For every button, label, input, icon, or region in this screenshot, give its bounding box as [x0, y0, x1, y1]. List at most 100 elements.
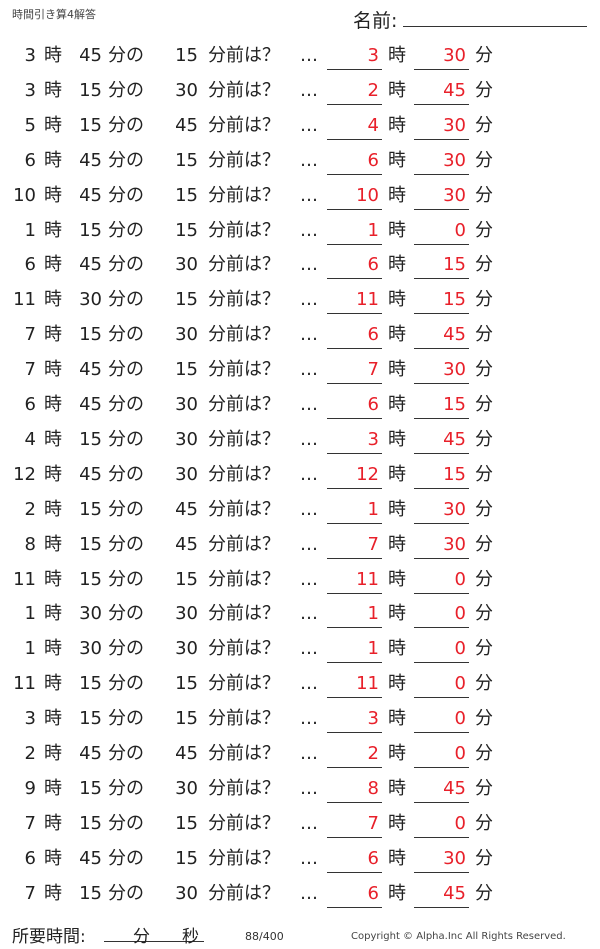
minutes-before-label: 分前は？: [208, 184, 280, 206]
problem-row: 12 時 45 分の 30 分前は？ … 12 時 15 分: [0, 457, 600, 492]
answer-minute[interactable]: 30: [443, 184, 466, 206]
minute-label: 分: [475, 708, 493, 730]
answer-hour-underline: [327, 243, 382, 245]
minute-label: 分: [475, 184, 493, 206]
hour-label: 時: [44, 149, 62, 171]
start-minute: 15: [79, 498, 102, 520]
minutes-of-label: 分の: [108, 149, 144, 171]
answer-minute[interactable]: 0: [454, 568, 466, 590]
answer-hour[interactable]: 2: [367, 79, 379, 101]
minutes-of-label: 分の: [108, 498, 144, 520]
answer-hour[interactable]: 1: [367, 219, 379, 241]
start-minute: 45: [79, 394, 102, 415]
answer-hour[interactable]: 12: [356, 463, 379, 485]
answer-hour[interactable]: 6: [367, 254, 379, 276]
answer-hour[interactable]: 6: [367, 149, 379, 171]
time-required-field[interactable]: [104, 941, 204, 942]
answer-hour[interactable]: 3: [367, 708, 379, 730]
minute-label: 分: [475, 45, 493, 66]
answer-hour-underline: [327, 418, 382, 419]
answer-hour[interactable]: 10: [356, 184, 379, 206]
start-hour: 6: [24, 254, 36, 276]
answer-minute[interactable]: 45: [443, 428, 466, 450]
answer-minute[interactable]: 0: [454, 673, 466, 695]
answer-minute[interactable]: 0: [454, 638, 466, 660]
minutes-before-label: 分前は？: [208, 289, 280, 311]
answer-hour-underline: [327, 906, 382, 908]
answer-minute[interactable]: 30: [443, 149, 466, 171]
minutes-before-label: 分前は？: [208, 428, 280, 450]
answer-hour[interactable]: 1: [367, 603, 379, 625]
answer-minute[interactable]: 0: [454, 708, 466, 730]
hour-label: 時: [388, 254, 406, 276]
hour-label: 時: [388, 45, 406, 66]
problem-row: 11 時 15 分の 15 分前は？ … 11 時 0 分: [0, 562, 600, 597]
ellipsis: …: [300, 114, 318, 136]
answer-minute[interactable]: 30: [443, 498, 466, 520]
subtract-minutes: 30: [175, 324, 198, 346]
answer-hour[interactable]: 2: [367, 743, 379, 764]
answer-hour[interactable]: 6: [367, 882, 379, 904]
answer-hour[interactable]: 7: [367, 812, 379, 834]
answer-hour[interactable]: 7: [367, 533, 379, 555]
answer-minute[interactable]: 15: [443, 254, 466, 276]
answer-minute[interactable]: 45: [443, 777, 466, 799]
minutes-before-label: 分前は？: [208, 149, 280, 171]
hour-label: 時: [44, 847, 62, 869]
hour-label: 時: [388, 533, 406, 555]
answer-hour-underline: [327, 103, 382, 105]
answer-minute[interactable]: 45: [443, 79, 466, 101]
start-hour: 4: [24, 428, 36, 450]
answer-hour[interactable]: 8: [367, 777, 379, 799]
seconds-label: 秒: [182, 927, 199, 947]
hour-label: 時: [44, 673, 62, 695]
subtract-minutes: 15: [175, 847, 198, 869]
minute-label: 分: [475, 603, 493, 625]
answer-minute[interactable]: 15: [443, 289, 466, 311]
minutes-of-label: 分の: [108, 673, 144, 695]
answer-hour[interactable]: 1: [367, 638, 379, 660]
answer-hour[interactable]: 3: [367, 428, 379, 450]
start-minute: 30: [79, 603, 102, 625]
name-field[interactable]: [403, 26, 587, 27]
hour-label: 時: [388, 79, 406, 101]
answer-hour[interactable]: 1: [367, 498, 379, 520]
answer-minute-underline: [414, 173, 469, 175]
minutes-before-label: 分前は？: [208, 568, 280, 590]
answer-hour[interactable]: 11: [356, 673, 379, 695]
answer-minute[interactable]: 30: [443, 533, 466, 555]
answer-minute[interactable]: 0: [454, 603, 466, 625]
answer-minute[interactable]: 0: [454, 743, 466, 764]
answer-minute[interactable]: 15: [443, 394, 466, 415]
start-minute: 15: [79, 324, 102, 346]
subtract-minutes: 30: [175, 882, 198, 904]
problem-row: 4 時 15 分の 30 分前は？… 3 時 45 分: [0, 422, 600, 457]
answer-minute[interactable]: 45: [443, 324, 466, 346]
answer-hour[interactable]: 6: [367, 324, 379, 346]
answer-hour[interactable]: 3: [367, 45, 379, 66]
time-required-label: 所要時間:: [12, 927, 86, 947]
hour-label: 時: [388, 149, 406, 171]
problem-row: 6 時 45 分の 30 分前は？… 6 時 15 分: [0, 387, 600, 422]
problem-row: 7 時 15 分の 30 分前は？… 6 時 45 分: [0, 876, 600, 911]
answer-minute[interactable]: 30: [443, 847, 466, 869]
answer-hour[interactable]: 11: [356, 289, 379, 311]
minutes-of-label: 分の: [108, 463, 144, 485]
answer-minute[interactable]: 0: [454, 219, 466, 241]
answer-hour[interactable]: 6: [367, 394, 379, 415]
answer-minute[interactable]: 30: [443, 45, 466, 66]
answer-minute[interactable]: 0: [454, 812, 466, 834]
answer-minute-underline: [414, 383, 469, 385]
start-minute: 15: [79, 568, 102, 590]
start-hour: 7: [24, 882, 36, 904]
answer-minute[interactable]: 30: [443, 114, 466, 136]
answer-minute[interactable]: 45: [443, 882, 466, 904]
answer-minute-underline: [414, 452, 469, 454]
answer-hour[interactable]: 4: [367, 114, 379, 136]
answer-minute[interactable]: 15: [443, 463, 466, 485]
answer-minute[interactable]: 30: [443, 359, 466, 381]
answer-hour[interactable]: 6: [367, 847, 379, 869]
answer-hour[interactable]: 7: [367, 359, 379, 381]
answer-hour[interactable]: 11: [356, 568, 379, 590]
minute-label: 分: [475, 812, 493, 834]
